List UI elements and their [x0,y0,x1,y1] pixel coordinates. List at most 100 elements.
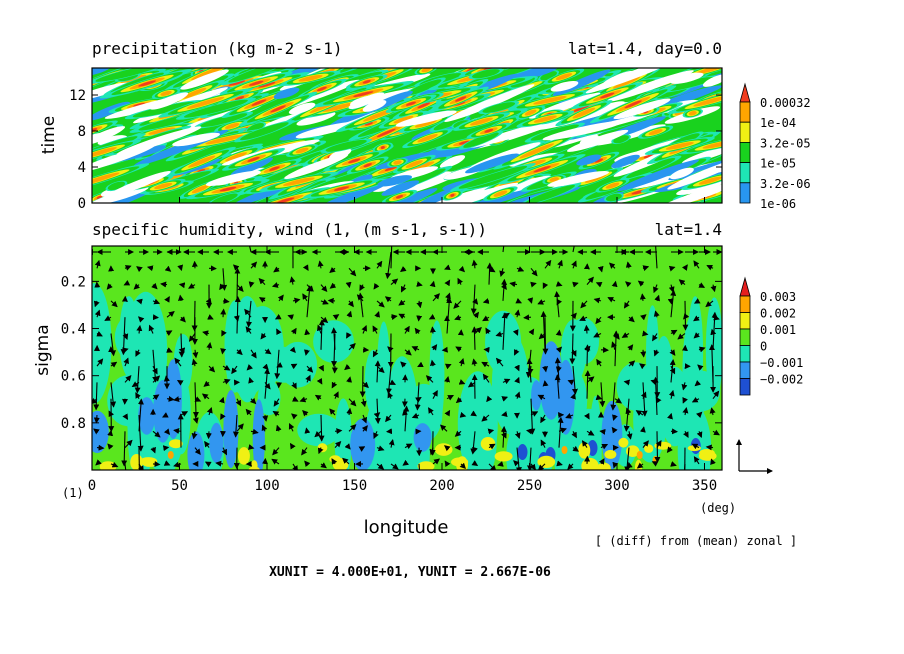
wind-vector [626,431,633,440]
precip-colorbar-swatch [739,121,751,143]
wind-vector [152,375,161,383]
wind-vector [135,392,141,399]
humidity-cell [699,449,715,457]
wind-vector [628,316,635,323]
wind-vector [261,424,268,432]
wind-vector [390,246,393,269]
humidity-colorbar-label: 0.003 [760,290,796,304]
precip-cell [483,186,518,201]
precip-cell [682,144,722,164]
wind-vector [133,283,141,290]
wind-vector [540,414,546,424]
precip-cell [377,175,413,187]
humidity-colorbar-label: 0.001 [760,323,796,337]
precip-cell [127,122,196,140]
wind-vector [458,357,465,367]
wind-vector [627,344,634,351]
wind-vector [320,462,327,469]
wind-vector [597,265,604,273]
wind-vector [152,430,161,438]
wind-vector [444,376,451,383]
humidity-y-label: sigma [33,324,53,375]
wind-vector [509,281,518,288]
wind-vector [258,297,266,303]
wind-vector [670,289,677,318]
wind-vector [306,365,314,373]
precip-cell [402,77,446,98]
wind-vector [554,374,561,399]
wind-vector [289,276,296,285]
humidity-colorbar-swatch [739,328,751,346]
precip-cell [209,145,264,168]
wind-vector [623,379,631,386]
wind-vector [470,410,477,417]
humidity-cell [480,437,496,451]
sigma-y-tick-label: 0.8 [61,416,86,432]
wind-vector [249,246,252,253]
precip-cell [350,95,378,107]
wind-vector [514,431,521,439]
wind-vector [136,324,143,334]
wind-vector [137,398,144,432]
precip-cell [175,97,256,120]
wind-vector [331,381,338,389]
precip-cell [205,170,261,186]
precip-cell [116,126,202,156]
precip-colorbar-swatch [739,101,751,123]
wind-vector [302,409,309,417]
precip-cell [566,129,629,152]
wind-vector [160,281,168,288]
wind-vector [258,277,266,285]
wind-vector [544,259,552,269]
wind-vector [163,460,171,466]
wind-vector [317,447,324,455]
wind-vector [148,324,155,334]
wind-vector [474,327,482,334]
wind-vector [402,459,410,466]
wind-vector [526,358,533,383]
humidity-cell [99,461,117,470]
wind-vector [152,461,161,468]
wind-vector [247,444,255,450]
precip-cell [247,158,302,179]
wind-vector [290,363,298,370]
wind-vector [598,458,605,465]
wind-vector [232,414,239,438]
wind-vector [444,409,451,417]
wind-vector [404,325,410,334]
wind-vector [152,394,160,401]
wind-vector [205,431,212,440]
wind-vector [481,414,490,422]
wind-vector [446,297,453,334]
wind-vector [569,333,576,365]
wind-vector [236,423,244,432]
wind-vector [453,300,462,309]
wind-vector [174,357,182,367]
wind-vector [348,342,356,351]
wind-vector [146,265,154,272]
wind-vector [221,329,227,337]
wind-vector [110,382,117,408]
wind-vector [669,359,676,383]
x-tick-label: 200 [429,478,454,494]
wind-vector [431,344,438,351]
wind-vector [329,408,336,416]
humidity-cell [434,443,453,456]
wind-vector [272,447,280,456]
humidity-cell [317,443,328,453]
wind-vector [705,444,714,451]
wind-vector [635,410,644,416]
wind-vector [290,327,297,335]
wind-vector [698,282,706,288]
precip-cell [158,88,253,118]
wind-vector [188,333,196,342]
wind-vector [471,358,478,367]
wind-vector [641,382,648,417]
wind-vector [693,260,700,269]
wind-vector [712,390,720,400]
precip-cell [381,180,420,196]
wind-vector [271,458,280,465]
wind-vector [305,374,311,383]
wind-vector [260,332,267,340]
wind-vector [304,349,310,356]
